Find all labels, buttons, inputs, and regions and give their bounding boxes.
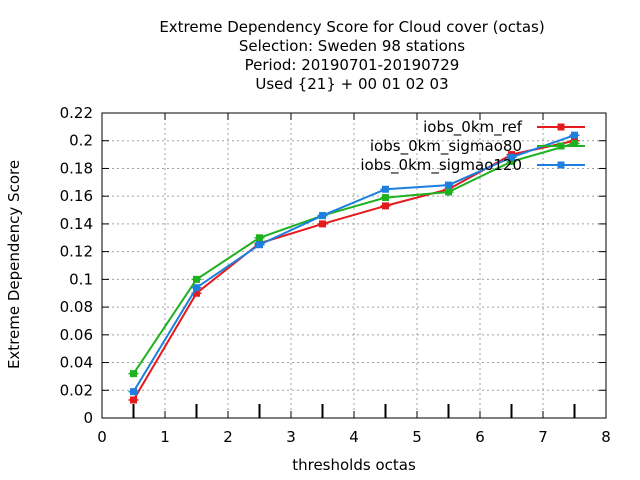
- legend-label: iobs_0km_ref: [423, 118, 523, 137]
- x-axis-label: thresholds octas: [292, 456, 416, 474]
- plot-border: [101, 112, 607, 419]
- chart-title-line: Extreme Dependency Score for Cloud cover…: [159, 18, 544, 36]
- series-iobs_0km_sigmao80: [128, 140, 580, 378]
- y-tick-label: 0.08: [60, 298, 93, 316]
- series-iobs_0km_sigmao120: [128, 131, 580, 396]
- chart-title-line: Used {21} + 00 01 02 03: [255, 75, 448, 93]
- chart-title-line: Selection: Sweden 98 stations: [239, 37, 465, 55]
- grid: [102, 113, 606, 418]
- legend-label: iobs_0km_sigmao120: [360, 156, 522, 175]
- y-tick-label: 0.22: [60, 104, 93, 122]
- y-tick-label: 0.02: [60, 381, 93, 399]
- x-tick-label: 8: [601, 428, 611, 446]
- y-tick-label: 0.14: [60, 215, 93, 233]
- y-tick-label: 0.06: [60, 326, 93, 344]
- y-axis-label: Extreme Dependency Score: [5, 160, 23, 369]
- y-tick-label: 0.2: [69, 132, 93, 150]
- x-tick-label: 4: [349, 428, 359, 446]
- legend-swatch-marker: [557, 142, 565, 150]
- series-line: [132, 134, 575, 393]
- legend: iobs_0km_refiobs_0km_sigmao80iobs_0km_si…: [360, 118, 585, 175]
- series: [128, 131, 580, 404]
- series-line: [132, 139, 575, 401]
- x-tick-labels: 0 1 2 3 4 5 6 7 8: [97, 428, 611, 446]
- y-tick-label: 0.16: [60, 187, 93, 205]
- x-tick-label: 3: [286, 428, 296, 446]
- legend-label: iobs_0km_sigmao80: [370, 137, 522, 156]
- y-tick-label: 0.04: [60, 354, 93, 372]
- x-tick-label: 1: [160, 428, 170, 446]
- series-line: [132, 142, 575, 375]
- y-tick-label: 0.1: [69, 270, 93, 288]
- chart-title: Extreme Dependency Score for Cloud cover…: [159, 18, 544, 93]
- y-tick-label: 0: [83, 409, 93, 427]
- y-tick-labels: 0 0.02 0.04 0.06 0.08 0.1 0.12 0.14 0.16 0.18 0.2 0…: [60, 104, 93, 427]
- x-tick-label: 6: [475, 428, 485, 446]
- axis-ticks: [101, 112, 607, 419]
- x-tick-label: 0: [97, 428, 107, 446]
- x-tick-label: 5: [412, 428, 422, 446]
- x-tick-label: 7: [538, 428, 548, 446]
- y-tick-label: 0.12: [60, 243, 93, 261]
- y-tick-label: 0.18: [60, 159, 93, 177]
- legend-swatch-marker: [557, 161, 565, 169]
- chart-title-line: Period: 20190701-20190729: [245, 56, 460, 74]
- x-tick-label: 2: [223, 428, 233, 446]
- legend-swatch-marker: [557, 123, 565, 131]
